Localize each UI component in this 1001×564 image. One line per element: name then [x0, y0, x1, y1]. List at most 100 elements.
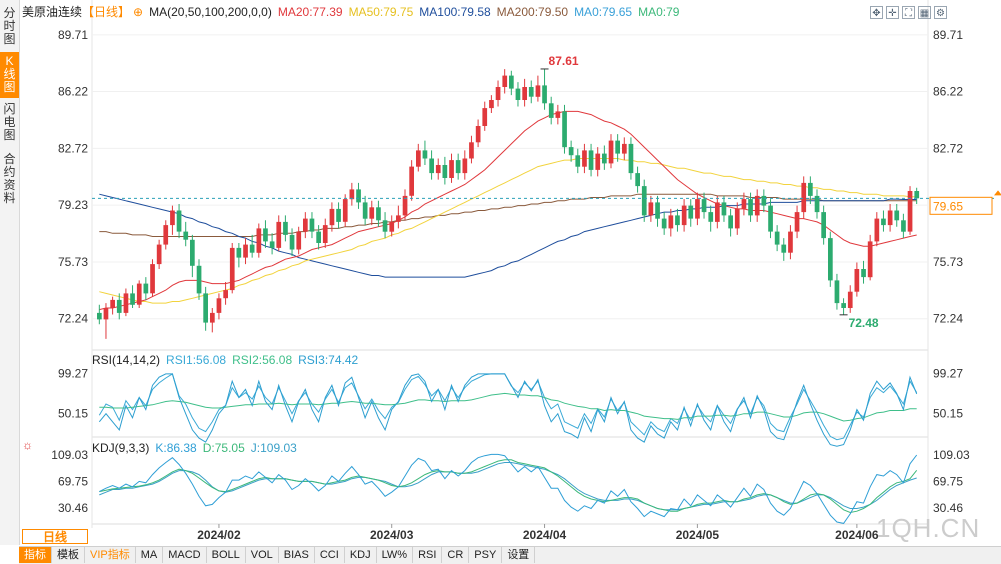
candle-body: [761, 195, 767, 206]
tab-cr[interactable]: CR: [442, 547, 470, 563]
tab-kdj[interactable]: KDJ: [345, 547, 377, 563]
rsi-tick-right: 50.15: [933, 407, 963, 421]
candle-body: [522, 87, 527, 100]
candle-body: [515, 88, 521, 100]
candle-body: [203, 293, 208, 323]
candle-body: [156, 244, 162, 265]
price-tick-left: 79.23: [58, 198, 88, 212]
kdj-k-line: [99, 453, 918, 524]
tab-boll[interactable]: BOLL: [207, 547, 246, 563]
low-annotation: 72.48: [849, 316, 879, 330]
candle-body: [422, 150, 428, 159]
rsi1-value: RSI1:56.08: [166, 353, 227, 367]
kdj-k-value: K:86.38: [155, 441, 197, 455]
candle-body: [210, 312, 215, 323]
tab-flash-chart[interactable]: 闪电图: [3, 102, 16, 142]
candle-body: [329, 208, 335, 226]
candle-body: [894, 210, 900, 221]
period-selector[interactable]: 日线: [22, 529, 88, 544]
add-indicator-icon[interactable]: ⊕: [133, 5, 144, 19]
candle-body: [143, 283, 149, 294]
price-tick-right: 86.22: [933, 85, 963, 99]
candle-body: [136, 283, 142, 305]
tab-time-sharing[interactable]: 分时图: [3, 6, 16, 46]
candle-body: [814, 195, 820, 213]
candle-body: [668, 215, 674, 229]
candle-body: [874, 218, 880, 242]
fullscreen-icon[interactable]: ⛶: [902, 6, 915, 19]
candle-body: [715, 202, 720, 222]
candle-body: [914, 191, 920, 199]
candle-body: [442, 165, 448, 178]
tab-vol[interactable]: VOL: [246, 547, 279, 563]
left-sidebar: 分时图 K线图 闪电图 合约资料: [0, 0, 20, 545]
tab-indicator[interactable]: 指标: [19, 547, 52, 563]
kdj-tick-right: 109.03: [933, 448, 970, 462]
candle-body: [183, 231, 189, 240]
candle-body: [847, 291, 853, 308]
tab-lw[interactable]: LW%: [377, 547, 414, 563]
tab-ma[interactable]: MA: [136, 547, 164, 563]
target-icon[interactable]: ☼: [22, 438, 33, 452]
candle-body: [907, 191, 913, 232]
candle-body: [489, 100, 494, 109]
ma50-value: MA50:79.75: [348, 5, 414, 19]
candle-body: [568, 147, 574, 156]
kdj-d-line: [99, 459, 918, 514]
kdj-j-value: J:109.03: [250, 441, 297, 455]
candle-body: [575, 155, 581, 167]
candle-body: [216, 298, 222, 313]
candle-body: [455, 160, 461, 174]
candle-body: [130, 293, 135, 305]
candle-body: [615, 140, 620, 154]
candle-body: [774, 231, 780, 245]
period-label: 【日线】: [82, 5, 131, 19]
candle-body: [409, 166, 414, 196]
price-tick-right: 75.73: [933, 255, 963, 269]
rsi-tick-left: 99.27: [58, 367, 88, 381]
candle-body: [821, 212, 826, 239]
candle-body: [396, 215, 401, 222]
settings-icon[interactable]: ⚙: [934, 6, 947, 19]
candle-body: [741, 199, 747, 209]
current-price-box: [929, 196, 993, 215]
crosshair-icon[interactable]: ✛: [886, 6, 899, 19]
tab-cci[interactable]: CCI: [315, 547, 345, 563]
candle-body: [229, 247, 235, 291]
tab-settings[interactable]: 设置: [502, 547, 536, 563]
rsi-tick-right: 99.27: [933, 367, 963, 381]
expand-icon[interactable]: ✥: [870, 6, 883, 19]
tab-bias[interactable]: BIAS: [279, 547, 315, 563]
candle-body: [867, 241, 873, 278]
chart-canvas[interactable]: 89.7189.7186.2286.2282.7282.7279.2379.23…: [0, 0, 1001, 545]
price-tick-right: 89.71: [933, 28, 963, 42]
candle-body: [429, 158, 434, 174]
price-tick-right: 72.24: [933, 312, 963, 326]
tab-kline[interactable]: K线图: [0, 52, 19, 98]
rsi3-value: RSI3:74.42: [298, 353, 359, 367]
ma100-value: MA100:79.58: [419, 5, 491, 19]
candle-body: [708, 212, 714, 222]
candle-body: [362, 202, 368, 219]
tab-psy[interactable]: PSY: [469, 547, 503, 563]
candle-body: [356, 189, 361, 203]
grid-icon[interactable]: ▦: [918, 6, 931, 19]
tab-vip-indicator[interactable]: VIP指标: [85, 547, 136, 563]
candle-body: [416, 150, 421, 167]
tab-rsi[interactable]: RSI: [413, 547, 443, 563]
candle-body: [382, 220, 388, 232]
candle-body: [901, 220, 906, 232]
candle-body: [163, 225, 169, 245]
rsi2-line: [99, 392, 917, 422]
watermark: 1QH.CN: [876, 513, 981, 543]
tab-macd[interactable]: MACD: [163, 547, 207, 563]
tab-template[interactable]: 模板: [52, 547, 85, 563]
candle-body: [176, 210, 182, 232]
candle-body: [190, 239, 195, 266]
rsi-params: RSI(14,14,2): [92, 353, 161, 367]
candle-body: [528, 87, 534, 97]
candle-body: [336, 208, 341, 222]
kdj-panel-header: KDJ(9,3,3) K:86.38 D:75.05 J:109.03: [92, 441, 303, 455]
candle-body: [495, 87, 501, 100]
tab-contract-info[interactable]: 合约资料: [3, 152, 16, 205]
